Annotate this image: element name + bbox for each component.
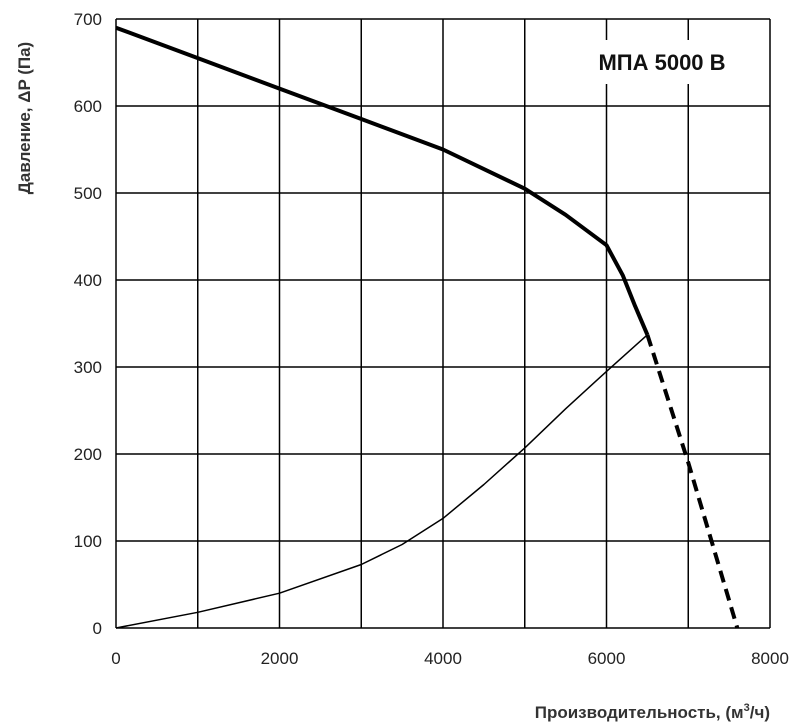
x-axis-label-main: Производительность, (м — [535, 703, 744, 722]
series-line-3 — [115, 334, 648, 629]
y-tick-labels: 0 100 200 300 400 500 600 700 — [74, 10, 102, 638]
x-tick-label: 2000 — [261, 649, 299, 668]
y-tick-label: 100 — [74, 532, 102, 551]
y-tick-label: 300 — [74, 358, 102, 377]
y-tick-label: 200 — [74, 445, 102, 464]
series-line-1 — [115, 25, 650, 336]
y-tick-label: 600 — [74, 97, 102, 116]
x-tick-label: 6000 — [588, 649, 626, 668]
x-tick-labels: 0 2000 4000 6000 8000 — [111, 649, 789, 668]
y-tick-label: 0 — [93, 619, 102, 638]
series-layer — [115, 25, 740, 629]
x-tick-label: 0 — [111, 649, 120, 668]
x-axis-label-sup: 3 — [744, 702, 750, 714]
x-axis-label-end: /ч) — [750, 703, 770, 722]
y-tick-label: 700 — [74, 10, 102, 29]
y-tick-label: 500 — [74, 184, 102, 203]
chart-title: МПА 5000 В — [598, 50, 725, 75]
y-axis-label: Давление, ΔP (Па) — [15, 42, 34, 194]
grid — [115, 18, 771, 629]
x-tick-label: 4000 — [424, 649, 462, 668]
x-tick-label: 8000 — [751, 649, 789, 668]
title-background — [572, 40, 752, 84]
x-axis-label: Производительность, (м3/ч) — [535, 702, 770, 722]
y-tick-label: 400 — [74, 271, 102, 290]
series-line-2 — [645, 334, 740, 629]
